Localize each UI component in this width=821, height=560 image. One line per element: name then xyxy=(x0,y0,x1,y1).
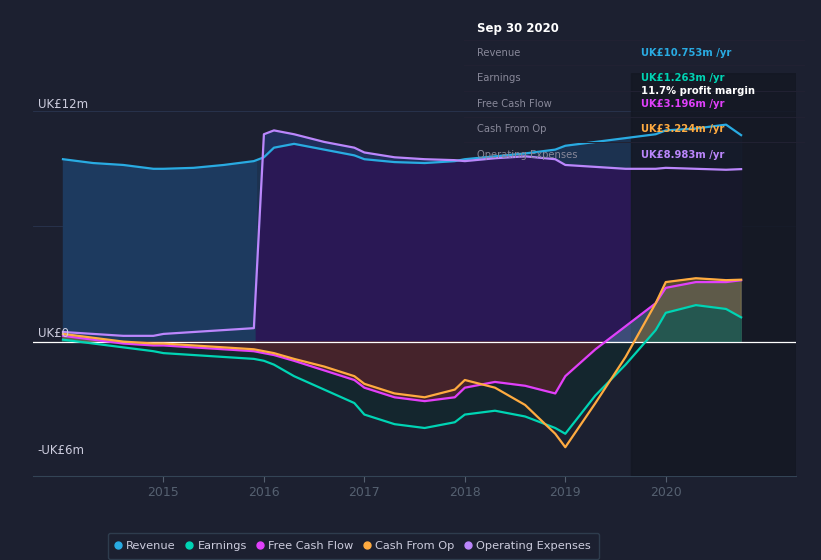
Text: UK£8.983m /yr: UK£8.983m /yr xyxy=(641,150,724,160)
Text: Revenue: Revenue xyxy=(478,48,521,58)
Text: 11.7% profit margin: 11.7% profit margin xyxy=(641,86,755,96)
Text: -UK£6m: -UK£6m xyxy=(38,444,85,457)
Text: UK£12m: UK£12m xyxy=(38,98,88,111)
Text: Sep 30 2020: Sep 30 2020 xyxy=(478,22,559,35)
Legend: Revenue, Earnings, Free Cash Flow, Cash From Op, Operating Expenses: Revenue, Earnings, Free Cash Flow, Cash … xyxy=(108,533,599,559)
Text: Cash From Op: Cash From Op xyxy=(478,124,547,134)
Text: UK£0: UK£0 xyxy=(38,326,69,340)
Text: Operating Expenses: Operating Expenses xyxy=(478,150,578,160)
Text: UK£3.224m /yr: UK£3.224m /yr xyxy=(641,124,724,134)
Text: UK£10.753m /yr: UK£10.753m /yr xyxy=(641,48,732,58)
Text: Free Cash Flow: Free Cash Flow xyxy=(478,99,553,109)
Text: UK£1.263m /yr: UK£1.263m /yr xyxy=(641,73,725,83)
Bar xyxy=(631,73,796,476)
Text: UK£3.196m /yr: UK£3.196m /yr xyxy=(641,99,725,109)
Text: Earnings: Earnings xyxy=(478,73,521,83)
